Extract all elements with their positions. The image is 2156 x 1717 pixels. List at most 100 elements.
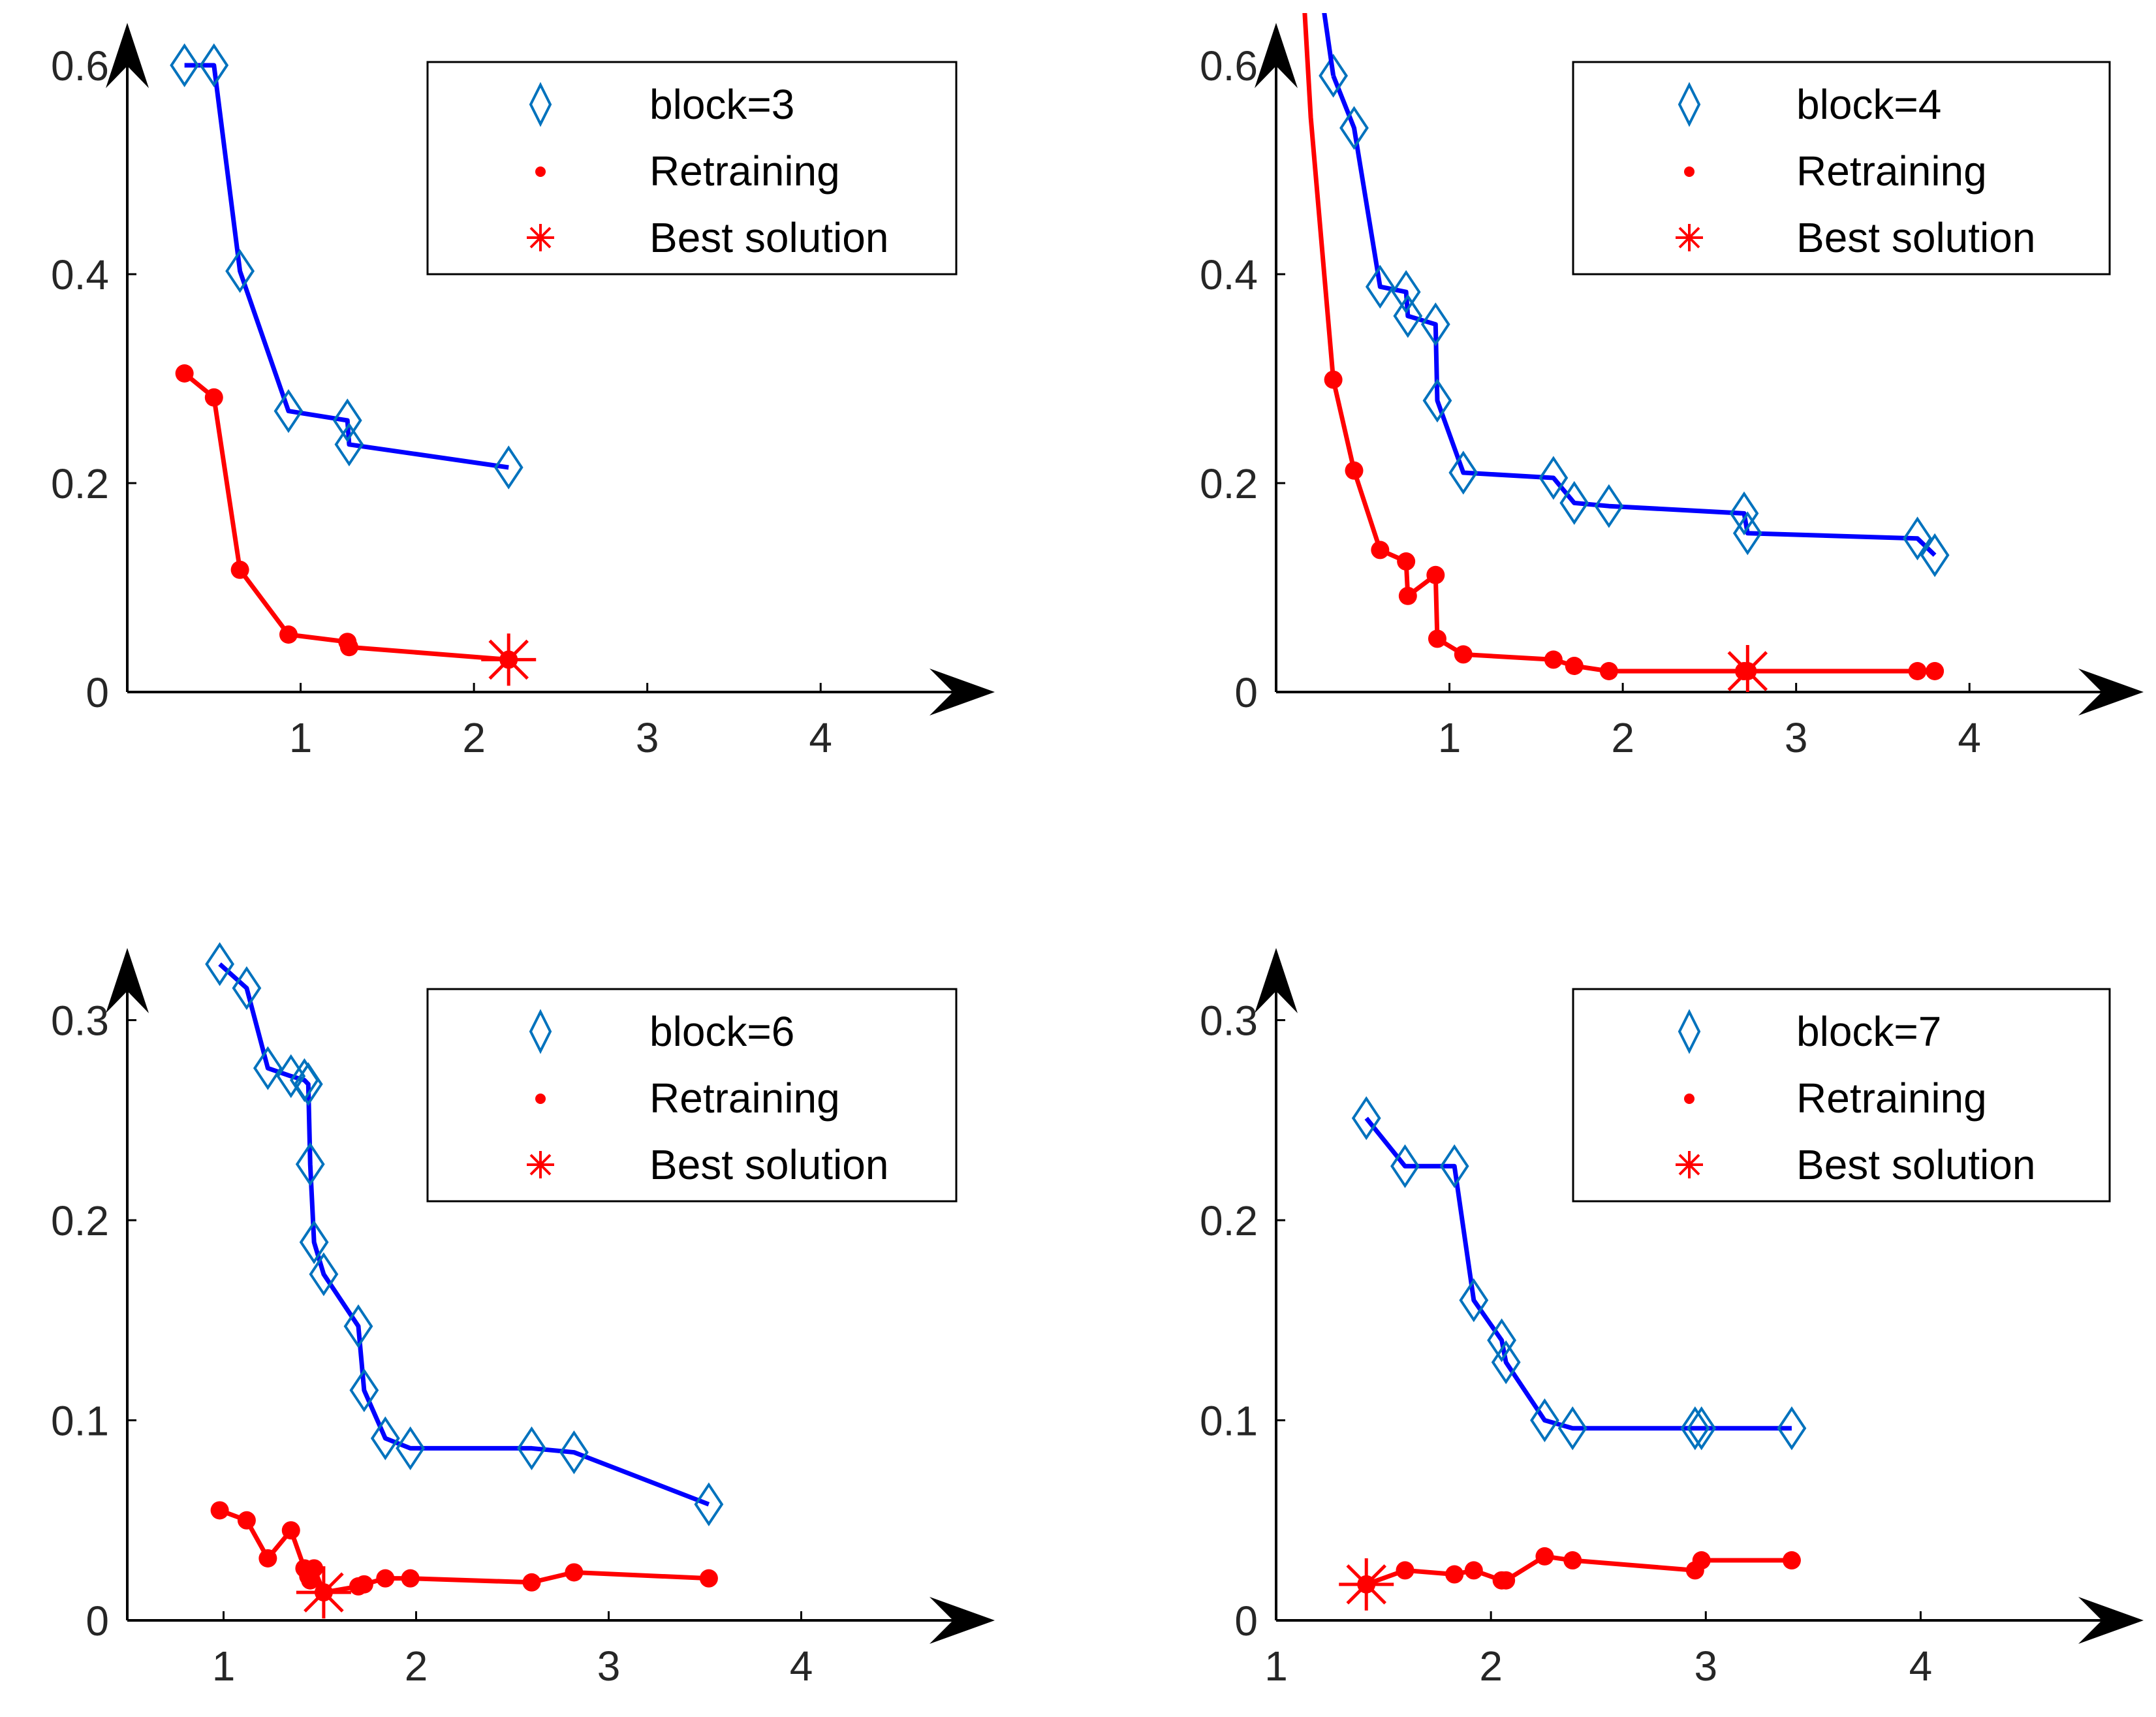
diamond-point xyxy=(293,1062,323,1107)
x-tick-label: 1 xyxy=(212,1643,236,1690)
y-axis-arrow-icon xyxy=(1255,23,1298,88)
x-axis-arrow-icon xyxy=(930,1597,995,1644)
retraining-point xyxy=(339,638,358,657)
diamond-point xyxy=(349,1368,379,1413)
series-line-left-trend xyxy=(1322,13,1336,76)
diamond-point xyxy=(493,445,523,490)
y-tick-label: 0.4 xyxy=(1200,251,1258,298)
y-tick-label: 0.1 xyxy=(51,1398,109,1445)
legend-diamond-icon xyxy=(1678,82,1701,127)
x-tick-label: 2 xyxy=(1611,714,1634,761)
panel-0-axes: 1 2 3 4 0 0.2 0.4 0.6 xyxy=(51,23,995,761)
y-axis-arrow-icon xyxy=(106,948,149,1013)
diamond-point xyxy=(1594,484,1624,528)
retraining-point xyxy=(376,1569,395,1588)
diamond-point xyxy=(1539,456,1569,500)
x-tick-label: 3 xyxy=(597,1643,621,1690)
legend-label-best-solution: Best solution xyxy=(649,214,888,261)
legend-dot-icon xyxy=(1684,1094,1695,1104)
panel-3-axes: 1 2 3 4 0 0.1 0.2 0.3 xyxy=(1200,948,2144,1690)
legend-diamond-icon xyxy=(529,1009,552,1054)
diamond-point xyxy=(1420,302,1450,347)
retraining-point xyxy=(1464,1561,1483,1580)
legend-label-series: block=6 xyxy=(649,1008,794,1055)
diamond-point xyxy=(1351,1096,1381,1141)
y-tick-label: 0.2 xyxy=(1200,1197,1258,1244)
diamond-point xyxy=(1729,491,1759,536)
y-tick-label: 0 xyxy=(1234,669,1258,716)
diamond-point xyxy=(1557,1406,1587,1451)
retraining-point xyxy=(1692,1551,1711,1570)
y-tick-label: 0.3 xyxy=(51,998,109,1045)
legend-box xyxy=(426,61,958,276)
y-tick-label: 0.6 xyxy=(51,42,109,89)
retraining-point xyxy=(1563,1551,1582,1570)
panel-2-axes: 1 2 3 4 0 0.1 0.2 0.3 xyxy=(51,948,995,1690)
x-tick-label: 2 xyxy=(462,714,486,761)
retraining-point xyxy=(1426,565,1445,584)
panel-0-plot xyxy=(170,43,537,686)
retraining-point xyxy=(1397,552,1416,571)
diamond-point xyxy=(1339,106,1369,150)
y-axis-arrow-icon xyxy=(106,23,149,88)
legend-box xyxy=(1572,988,2111,1203)
x-tick-label: 2 xyxy=(405,1643,428,1690)
retraining-point xyxy=(230,560,249,579)
panel-0-legend: block=3 Retraining Best solution xyxy=(426,61,958,276)
y-tick-label: 0 xyxy=(1234,1598,1258,1645)
retraining-point xyxy=(279,625,298,644)
legend-box xyxy=(426,988,958,1203)
legend-asterisk-icon xyxy=(527,224,554,251)
retraining-point xyxy=(565,1563,584,1582)
x-tick-label: 3 xyxy=(1694,1643,1717,1690)
x-tick-label: 1 xyxy=(1264,1643,1288,1690)
diamond-point xyxy=(1903,516,1932,561)
series-line-block-3 xyxy=(184,63,509,470)
y-tick-label: 0.4 xyxy=(51,251,109,298)
diamond-point xyxy=(1365,264,1395,309)
chart-panel-block-7: 1 2 3 4 0 0.1 0.2 0.3 block=7 Retraining Best s… xyxy=(1200,948,2144,1690)
y-tick-label: 0.6 xyxy=(1200,42,1258,89)
legend-diamond-icon xyxy=(1678,1009,1701,1054)
retraining-point xyxy=(1535,1547,1554,1566)
diamond-point xyxy=(370,1416,400,1460)
retraining-point xyxy=(281,1521,300,1540)
legend-label-best-solution: Best solution xyxy=(1796,1141,2035,1188)
retraining-point xyxy=(1396,1561,1414,1580)
retraining-point xyxy=(522,1573,541,1592)
retraining-point xyxy=(258,1549,277,1567)
best-solution-marker xyxy=(481,633,537,686)
legend-box xyxy=(1572,61,2111,276)
legend-label-best-solution: Best solution xyxy=(649,1141,888,1188)
diamond-point xyxy=(170,43,200,87)
diamond-point xyxy=(253,1046,283,1090)
retraining-point xyxy=(1544,650,1563,669)
retraining-point xyxy=(1428,629,1446,648)
legend-label-series: block=3 xyxy=(649,81,794,128)
retraining-point xyxy=(175,364,194,383)
retraining-point xyxy=(1454,645,1473,664)
diamond-point xyxy=(1559,480,1589,526)
legend-dot-icon xyxy=(535,1094,546,1104)
x-tick-label: 3 xyxy=(1785,714,1808,761)
diamond-point xyxy=(1393,294,1423,338)
diamond-point xyxy=(1732,511,1762,556)
diamond-point xyxy=(334,422,364,467)
diamond-point xyxy=(299,1220,329,1265)
panel-2-legend: block=6 Retraining Best solution xyxy=(426,988,958,1203)
legend-diamond-icon xyxy=(529,82,552,127)
diamond-point xyxy=(396,1426,426,1471)
diamond-point xyxy=(1920,533,1950,578)
retraining-point xyxy=(401,1569,420,1588)
retraining-point xyxy=(1782,1551,1801,1570)
series-line-block-7 xyxy=(1364,1116,1792,1431)
y-tick-label: 0 xyxy=(86,1598,109,1645)
retraining-point xyxy=(204,388,223,407)
diamond-point xyxy=(295,1142,325,1186)
legend-dot-icon xyxy=(535,166,546,177)
series-line-retraining xyxy=(1331,379,1935,674)
panel-1-plot xyxy=(1302,13,1950,692)
retraining-point xyxy=(1497,1571,1516,1590)
diamond-point xyxy=(559,1430,589,1475)
diamond-point xyxy=(1530,1398,1559,1443)
